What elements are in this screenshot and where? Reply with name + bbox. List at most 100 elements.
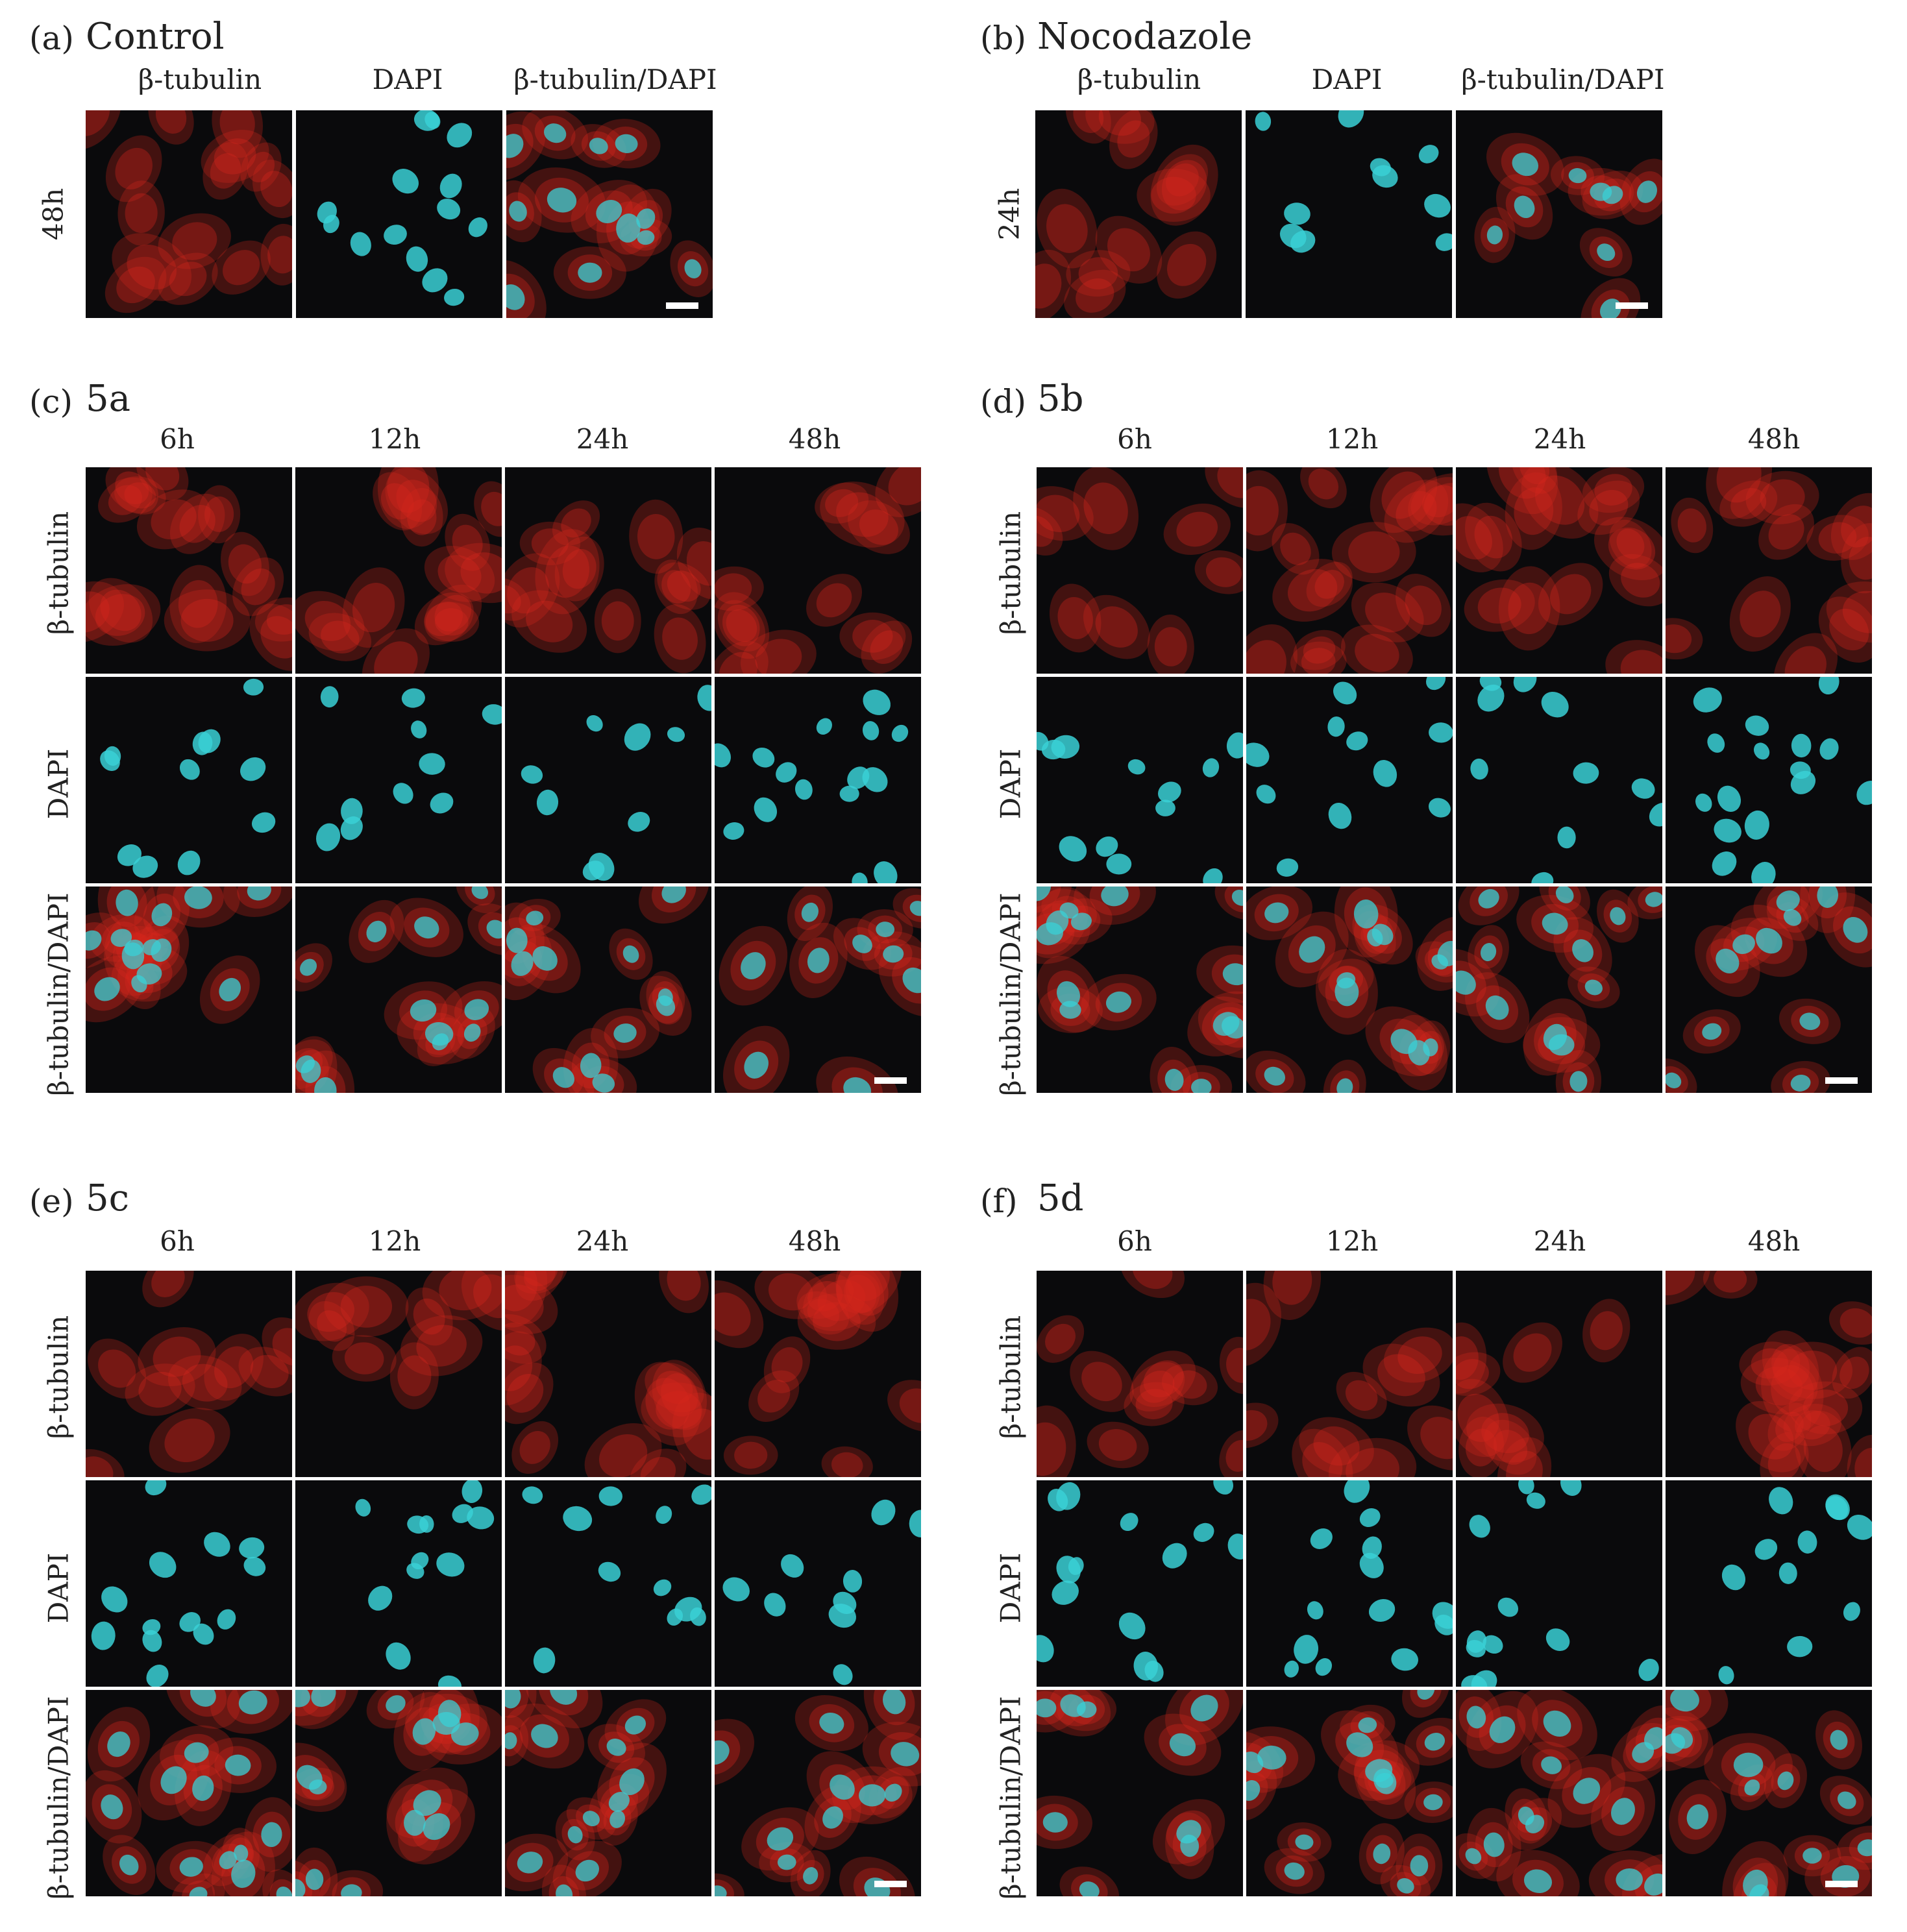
panel-b-col-1: β-tubulin: [1077, 64, 1201, 95]
micrograph-d-r2-c3: [1456, 677, 1662, 883]
micrograph-e-r2-c1: [86, 1480, 292, 1687]
micrograph-e-r2-c2: [295, 1480, 502, 1687]
micrograph-f-r1-c3: [1456, 1271, 1662, 1477]
micrograph-a-r1-c1: [86, 110, 292, 318]
micrograph-e-r3-c4: [715, 1690, 921, 1896]
micrograph-d-r2-c2: [1246, 677, 1453, 883]
panel-d-row-1: β-tubulin: [994, 511, 1027, 635]
micrograph-f-r2-c2: [1246, 1480, 1453, 1687]
panel-c-title: 5a: [86, 378, 131, 420]
panel-e-letter: (e): [29, 1182, 74, 1220]
micrograph-e-r2-c3: [505, 1480, 711, 1687]
panel-c-col-2: 12h: [368, 423, 421, 455]
micrograph-d-r3-c3: [1456, 887, 1662, 1093]
panel-c-letter: (c): [29, 383, 73, 421]
micrograph-f-r3-c1: [1037, 1690, 1243, 1896]
micrograph-e-r1-c3: [505, 1271, 711, 1477]
panel-b-col-3: β-tubulin/DAPI: [1461, 64, 1665, 95]
panel-a-letter: (a): [29, 19, 74, 57]
panel-e-row-2: DAPI: [42, 1552, 75, 1624]
micrograph-d-r3-c2: [1246, 887, 1453, 1093]
panel-f-row-3: β-tubulin/DAPI: [994, 1696, 1027, 1900]
panel-e-row-3: β-tubulin/DAPI: [42, 1696, 75, 1900]
micrograph-c-r2-c4: [715, 677, 921, 883]
panel-e-col-2: 12h: [368, 1225, 421, 1257]
panel-e-row-1: β-tubulin: [42, 1315, 75, 1439]
micrograph-e-r2-c4: [715, 1480, 921, 1687]
micrograph-c-r3-c1: [86, 887, 292, 1093]
micrograph-f-r1-c2: [1246, 1271, 1453, 1477]
micrograph-a-r1-c2: [296, 110, 502, 318]
panel-d-row-3: β-tubulin/DAPI: [994, 892, 1027, 1096]
panel-d-col-2: 12h: [1325, 423, 1379, 455]
micrograph-e-r3-c3: [505, 1690, 711, 1896]
panel-e-title: 5c: [86, 1177, 129, 1219]
panel-b-title: Nocodazole: [1037, 16, 1253, 58]
panel-a-col-2: DAPI: [372, 64, 443, 95]
scale-bar: [874, 1881, 907, 1887]
micrograph-d-r1-c2: [1246, 467, 1453, 674]
micrograph-d-r3-c4: [1666, 887, 1872, 1093]
panel-c-col-4: 48h: [788, 423, 841, 455]
panel-a-title: Control: [86, 16, 225, 58]
panel-c-row-1: β-tubulin: [42, 511, 75, 635]
micrograph-c-r1-c1: [86, 467, 292, 674]
panel-b-letter: (b): [980, 19, 1027, 57]
micrograph-e-r3-c1: [86, 1690, 292, 1896]
micrograph-e-r3-c2: [295, 1690, 502, 1896]
panel-d-title: 5b: [1037, 378, 1084, 420]
micrograph-f-r2-c1: [1037, 1480, 1243, 1687]
micrograph-f-r2-c3: [1456, 1480, 1662, 1687]
micrograph-b-r1-c3: [1456, 110, 1662, 318]
panel-f-letter: (f): [980, 1182, 1018, 1220]
micrograph-c-r1-c4: [715, 467, 921, 674]
micrograph-f-r3-c4: [1666, 1690, 1872, 1896]
panel-e-col-4: 48h: [788, 1225, 841, 1257]
micrograph-d-r1-c4: [1666, 467, 1872, 674]
micrograph-f-r2-c4: [1666, 1480, 1872, 1687]
micrograph-d-r1-c1: [1037, 467, 1243, 674]
panel-d-row-2: DAPI: [994, 748, 1027, 820]
micrograph-c-r3-c2: [295, 887, 502, 1093]
micrograph-b-r1-c2: [1246, 110, 1452, 318]
micrograph-f-r3-c2: [1246, 1690, 1453, 1896]
panel-f-col-3: 24h: [1533, 1225, 1586, 1257]
micrograph-e-r1-c4: [715, 1271, 921, 1477]
micrograph-c-r2-c2: [295, 677, 502, 883]
micrograph-d-r2-c4: [1666, 677, 1872, 883]
micrograph-f-r1-c4: [1666, 1271, 1872, 1477]
scale-bar: [874, 1077, 907, 1084]
micrograph-c-r1-c3: [505, 467, 711, 674]
panel-f-row-1: β-tubulin: [994, 1315, 1027, 1439]
panel-c-row-3: β-tubulin/DAPI: [42, 892, 75, 1096]
scale-bar: [1616, 302, 1648, 309]
panel-f-col-1: 6h: [1117, 1225, 1152, 1257]
panel-f-title: 5d: [1037, 1177, 1084, 1219]
panel-a-row-1: 48h: [37, 188, 69, 241]
panel-d-col-1: 6h: [1117, 423, 1152, 455]
micrograph-b-r1-c1: [1035, 110, 1242, 318]
panel-f-col-4: 48h: [1747, 1225, 1801, 1257]
micrograph-d-r2-c1: [1037, 677, 1243, 883]
micrograph-f-r1-c1: [1037, 1271, 1243, 1477]
micrograph-c-r3-c4: [715, 887, 921, 1093]
panel-b-col-2: DAPI: [1311, 64, 1383, 95]
panel-d-letter: (d): [980, 383, 1027, 421]
panel-e-col-3: 24h: [576, 1225, 629, 1257]
panel-d-col-3: 24h: [1533, 423, 1586, 455]
panel-f-row-2: DAPI: [994, 1552, 1027, 1624]
micrograph-c-r2-c1: [86, 677, 292, 883]
panel-b-row-1: 24h: [993, 188, 1026, 241]
panel-e-col-1: 6h: [160, 1225, 195, 1257]
micrograph-d-r3-c1: [1037, 887, 1243, 1093]
micrograph-d-r1-c3: [1456, 467, 1662, 674]
panel-c-col-1: 6h: [160, 423, 195, 455]
scale-bar: [1825, 1077, 1858, 1084]
micrograph-c-r3-c3: [505, 887, 711, 1093]
panel-a-col-1: β-tubulin: [138, 64, 262, 95]
micrograph-e-r1-c2: [295, 1271, 502, 1477]
panel-a-col-3: β-tubulin/DAPI: [513, 64, 717, 95]
micrograph-c-r1-c2: [295, 467, 502, 674]
panel-d-col-4: 48h: [1747, 423, 1801, 455]
micrograph-c-r2-c3: [505, 677, 711, 883]
